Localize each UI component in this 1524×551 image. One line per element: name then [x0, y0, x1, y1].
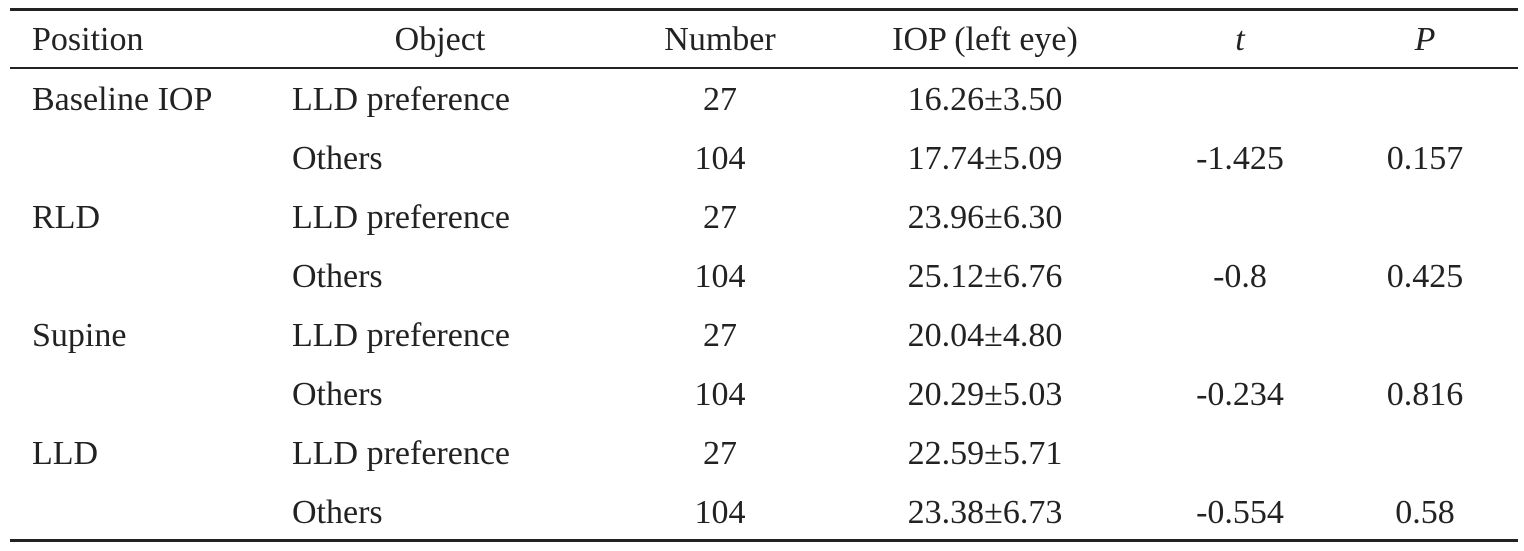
table-cell: LLD preference	[292, 435, 511, 472]
table-cell: 25.12±6.76	[907, 258, 1063, 295]
table-cell: 27	[703, 199, 737, 236]
table-cell: 104	[694, 376, 746, 413]
table-cell: 20.29±5.03	[907, 376, 1063, 413]
table-cell: 20.04±4.80	[907, 317, 1063, 354]
table-cell: Others	[292, 494, 383, 531]
column-header: Object	[394, 21, 486, 58]
table-cell: 27	[703, 81, 737, 118]
table-cell: RLD	[32, 199, 100, 236]
column-header: IOP (left eye)	[892, 21, 1078, 58]
table-cell: -0.234	[1196, 376, 1284, 413]
table-cell: LLD preference	[292, 317, 511, 354]
table-cell: 27	[703, 435, 737, 472]
bottom-rule	[10, 539, 1518, 542]
top-rule	[10, 8, 1518, 11]
table-cell: LLD preference	[292, 81, 511, 118]
table-cell: 23.96±6.30	[907, 199, 1063, 236]
table-cell: -0.554	[1196, 494, 1284, 531]
column-header: Number	[664, 21, 776, 58]
table-cell: -0.8	[1213, 258, 1267, 295]
header-rule	[10, 67, 1518, 69]
table-cell: 104	[694, 140, 746, 177]
column-header: P	[1414, 21, 1436, 58]
table-cell: Others	[292, 376, 383, 413]
table-cell: 104	[694, 494, 746, 531]
table-cell: 104	[694, 258, 746, 295]
table-cell: LLD preference	[292, 199, 511, 236]
table-cell: -1.425	[1196, 140, 1284, 177]
table-cell: 23.38±6.73	[907, 494, 1063, 531]
column-header: Position	[32, 21, 144, 58]
table-cell: 0.157	[1386, 140, 1464, 177]
table-cell: Supine	[32, 317, 127, 354]
table-cell: 16.26±3.50	[907, 81, 1063, 118]
table-cell: LLD	[32, 435, 99, 472]
column-header: t	[1235, 21, 1245, 58]
table-cell: 0.816	[1386, 376, 1464, 413]
table-cell: Baseline IOP	[32, 81, 213, 118]
table-cell: 17.74±5.09	[907, 140, 1063, 177]
table-cell: 0.425	[1386, 258, 1464, 295]
table-cell: 27	[703, 317, 737, 354]
table-cell: Others	[292, 140, 383, 177]
table-cell: 22.59±5.71	[907, 435, 1063, 472]
table-cell: 0.58	[1395, 494, 1455, 531]
table-cell: Others	[292, 258, 383, 295]
